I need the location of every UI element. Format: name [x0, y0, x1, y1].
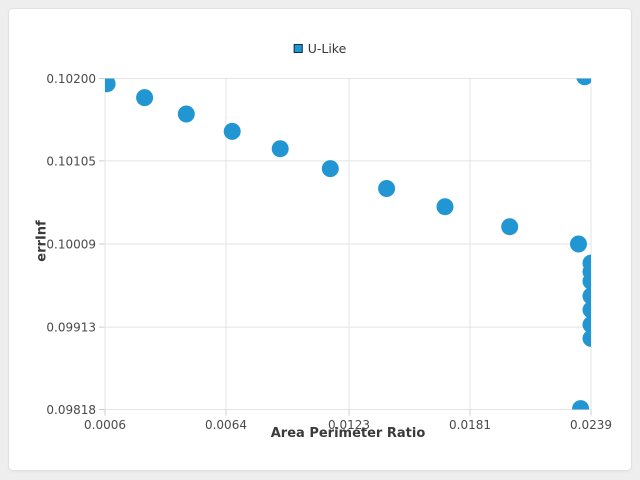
- scatter-series: [99, 68, 600, 417]
- scatter-point[interactable]: [321, 160, 339, 178]
- scatter-point[interactable]: [436, 198, 454, 216]
- y-tick-label: 0.10105: [46, 154, 96, 168]
- scatter-point[interactable]: [582, 254, 600, 272]
- y-tick-label: 0.10009: [46, 238, 96, 252]
- y-axis-title: errInf: [34, 220, 50, 262]
- x-tick-label: 0.0064: [205, 418, 247, 432]
- chart-card: U-Like 0.10200 0.10105 0.10009 0.09913 0.098…: [8, 8, 632, 471]
- scatter-point[interactable]: [99, 75, 116, 93]
- scatter-point[interactable]: [582, 316, 600, 334]
- x-tick-label: 0.0181: [449, 418, 491, 432]
- scatter-plot: 0.10200 0.10105 0.10009 0.09913 0.098180.000…: [46, 68, 612, 432]
- scatter-point[interactable]: [223, 122, 241, 140]
- scatter-point[interactable]: [570, 235, 587, 253]
- x-tick-label: 0.0006: [84, 418, 126, 432]
- y-tick-label: 0.09818: [46, 403, 96, 417]
- scatter-point[interactable]: [582, 301, 600, 319]
- scatter-point[interactable]: [378, 180, 396, 197]
- y-tick-label: 0.10200: [46, 72, 96, 86]
- scatter-point[interactable]: [271, 140, 289, 158]
- x-axis-title: Area Perimeter Ratio: [270, 426, 426, 441]
- scatter-point[interactable]: [582, 272, 600, 290]
- legend-item[interactable]: U-Like: [293, 41, 347, 56]
- scatter-point[interactable]: [177, 105, 195, 123]
- legend-marker-icon: [293, 44, 303, 53]
- scatter-point[interactable]: [136, 89, 154, 107]
- scatter-point[interactable]: [582, 287, 600, 305]
- y-tick-label: 0.09913: [46, 321, 96, 335]
- x-tick-label: 0.0239: [570, 418, 612, 432]
- scatter-point[interactable]: [572, 400, 590, 417]
- scatter-point[interactable]: [501, 218, 519, 236]
- x-tick-label: 0.0123: [328, 418, 370, 432]
- scatter-point[interactable]: [582, 329, 600, 347]
- legend-series-label: U-Like: [307, 41, 347, 56]
- scatter-point[interactable]: [576, 68, 593, 86]
